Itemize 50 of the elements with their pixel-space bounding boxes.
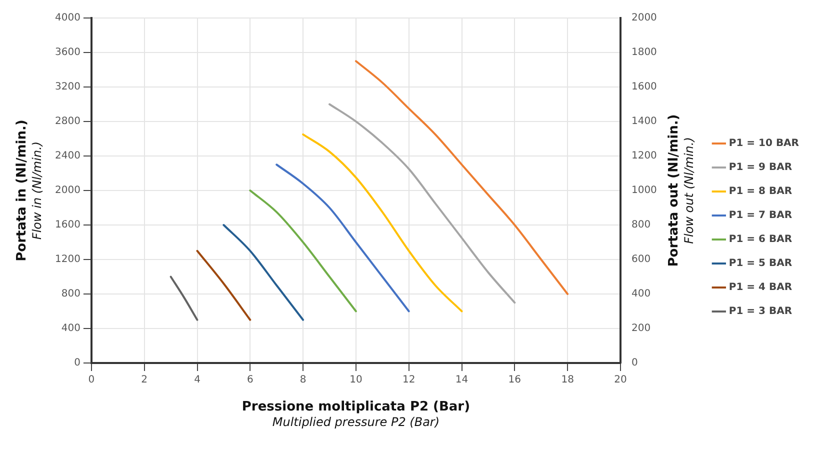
y-tick-label: 0 bbox=[74, 358, 80, 369]
y-tick-label: 1200 bbox=[54, 254, 80, 266]
x-tick-label: 14 bbox=[455, 374, 468, 386]
x-tick-label: 4 bbox=[194, 374, 200, 386]
x-tick-label: 6 bbox=[246, 374, 254, 386]
legend-label: P1 = 8 BAR bbox=[728, 186, 792, 198]
y-axis-title: Portata in (Nl/min.) Flow in (Nl/min.) bbox=[14, 120, 44, 262]
legend-label: P1 = 10 BAR bbox=[728, 138, 800, 150]
y2-tick-label: 1600 bbox=[631, 82, 657, 93]
legend-label: P1 = 5 BAR bbox=[728, 258, 792, 270]
y2-tick-label: 0 bbox=[631, 358, 638, 369]
y-tick-label: 800 bbox=[61, 288, 80, 300]
line-series bbox=[354, 60, 569, 295]
x-tick-label: 0 bbox=[88, 374, 95, 386]
x-tick-label: 18 bbox=[561, 374, 574, 386]
x-tick-label: 12 bbox=[402, 374, 416, 386]
legend-label: P1 = 6 BAR bbox=[728, 234, 792, 246]
y-tick-label: 2000 bbox=[54, 185, 80, 196]
y2-tick-label: 800 bbox=[631, 220, 651, 231]
y2-tick-label: 2000 bbox=[631, 12, 657, 24]
legend-label: P1 = 3 BAR bbox=[728, 306, 792, 318]
x-tick-label: 10 bbox=[350, 374, 362, 386]
legend-label: P1 = 4 BAR bbox=[728, 282, 792, 294]
y2-axis-title: Portata out (Nl/min.) Flow out (Nl/min.) bbox=[666, 114, 696, 267]
y-tick-label: 400 bbox=[61, 323, 80, 334]
x-axis-title: Pressione moltiplicata P2 (Bar) Multiplied pressure P2 (Bar) bbox=[242, 399, 470, 430]
y2-tick-label: 400 bbox=[631, 288, 651, 300]
y2-tick-label: 1000 bbox=[631, 185, 657, 196]
line-series bbox=[276, 164, 410, 312]
y-tick-label: 2800 bbox=[54, 116, 80, 128]
x-tick-label: 20 bbox=[614, 374, 627, 386]
x-tick-label: 8 bbox=[300, 374, 306, 386]
y-tick-label: 3200 bbox=[54, 82, 80, 93]
line-series bbox=[249, 190, 357, 312]
x-tick-label: 16 bbox=[508, 374, 522, 386]
y2-tick-label: 1200 bbox=[631, 150, 657, 162]
legend-label: P1 = 7 BAR bbox=[728, 210, 792, 222]
y2-tick-label: 600 bbox=[631, 254, 651, 266]
y-tick-label: 3600 bbox=[54, 47, 80, 58]
line-series bbox=[328, 103, 516, 304]
y-tick-label: 2400 bbox=[54, 150, 80, 162]
x-tick-label: 2 bbox=[141, 374, 148, 386]
y-tick-label: 4000 bbox=[54, 12, 80, 24]
y-tick-label: 1600 bbox=[54, 220, 80, 231]
legend-label: P1 = 9 BAR bbox=[728, 162, 792, 174]
y2-tick-label: 1400 bbox=[631, 116, 657, 128]
line-series bbox=[302, 133, 463, 312]
y2-tick-label: 200 bbox=[631, 323, 651, 334]
line-series bbox=[222, 224, 304, 321]
y2-tick-label: 1800 bbox=[631, 47, 657, 58]
